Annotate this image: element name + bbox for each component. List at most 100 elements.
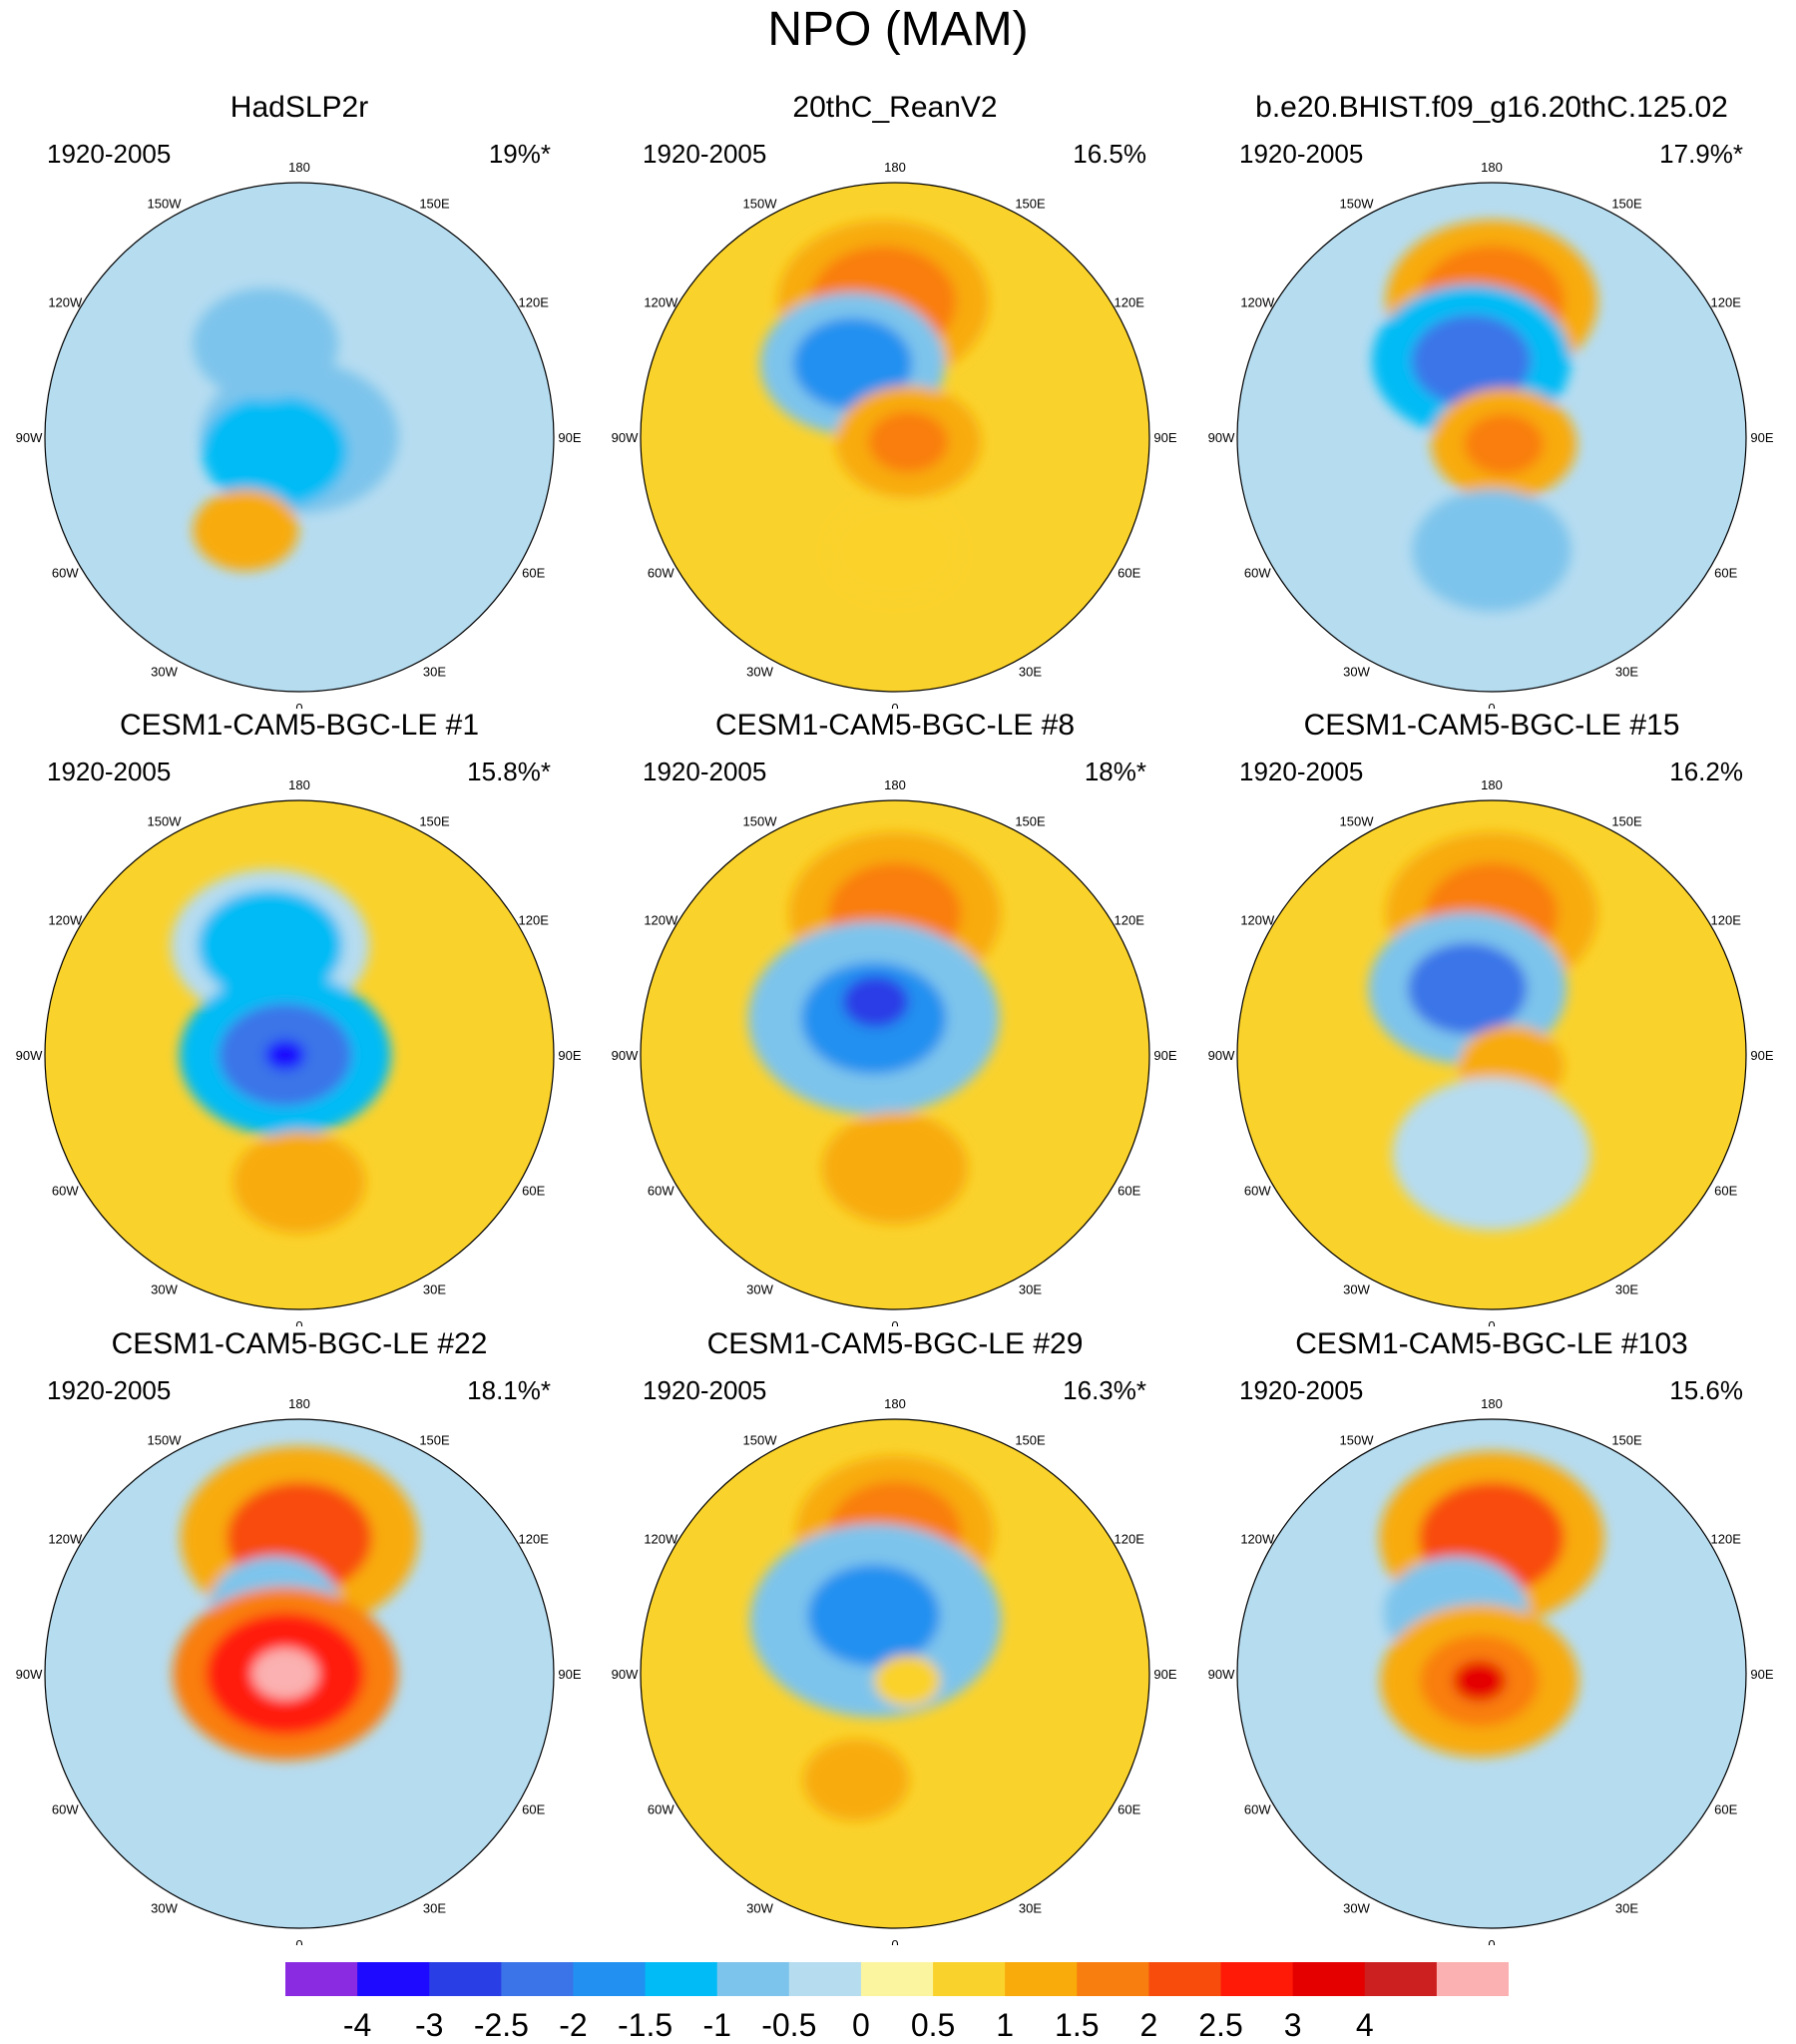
longitude-label: 30W — [746, 1901, 773, 1916]
longitude-label: 60W — [648, 1802, 674, 1817]
longitude-label: 180 — [1481, 777, 1503, 792]
longitude-label: 30W — [151, 665, 178, 680]
longitude-label: 60E — [522, 1184, 545, 1199]
longitude-label: 60E — [522, 1802, 545, 1817]
longitude-label: 120W — [1240, 295, 1275, 310]
longitude-label: 90W — [1208, 1048, 1235, 1063]
longitude-label: 120W — [48, 295, 83, 310]
longitude-label: 150W — [743, 813, 778, 828]
map-boundary — [44, 1418, 555, 1929]
panel-variance: 19%* — [488, 139, 551, 169]
longitude-label: 120E — [1711, 295, 1742, 310]
colorbar-tick-label: -1.5 — [618, 2007, 673, 2042]
longitude-label: 90E — [558, 1667, 581, 1682]
colorbar-swatch — [1005, 1962, 1078, 1996]
panel-variance: 15.8%* — [467, 757, 551, 786]
longitude-label: 150E — [1015, 813, 1046, 828]
longitude-label: 90W — [16, 430, 43, 445]
colorbar-swatch — [1220, 1962, 1294, 1996]
colorbar-swatch — [788, 1962, 862, 1996]
longitude-label: 150W — [1340, 196, 1375, 211]
longitude-label: 60E — [522, 566, 545, 581]
longitude-label: 150W — [148, 1432, 183, 1447]
panel-period: 1920-2005 — [643, 757, 767, 786]
longitude-label: 90W — [1208, 1667, 1235, 1682]
longitude-label: 120W — [1240, 1532, 1275, 1547]
longitude-label: 150E — [419, 196, 450, 211]
anomaly-contour — [822, 1112, 968, 1225]
panel-period: 1920-2005 — [1239, 757, 1364, 786]
anomaly-contour — [1453, 1660, 1507, 1702]
panel-variance: 18.1%* — [467, 1375, 551, 1405]
colorbar-tick-label: -0.5 — [761, 2007, 816, 2042]
colorbar-swatch — [1148, 1962, 1222, 1996]
longitude-label: 120E — [1711, 1532, 1742, 1547]
longitude-label: 0 — [1488, 1318, 1495, 1326]
longitude-label: 30E — [1615, 665, 1638, 680]
longitude-label: 180 — [1481, 1396, 1503, 1411]
longitude-label: 180 — [288, 160, 310, 175]
colorbar-swatch — [285, 1962, 358, 1996]
polar-map: 180 150E 120E 90E 60E 30E 0 30W 60W 90W 120W 150W — [16, 160, 582, 709]
longitude-label: 150E — [1015, 1432, 1046, 1447]
colorbar-tick-label: 1 — [996, 2007, 1014, 2042]
colorbar-tick-label: 4 — [1356, 2007, 1374, 2042]
figure-title: NPO (MAM) — [767, 3, 1029, 56]
anomaly-contour — [1411, 314, 1532, 407]
longitude-label: 0 — [891, 701, 898, 709]
polar-map: 180 150E 120E 90E 60E 30E 0 30W 60W 90W 120W 150W — [1208, 777, 1774, 1326]
anomaly-contour — [1412, 489, 1572, 612]
longitude-label: 90E — [1153, 1048, 1176, 1063]
colorbar-tick-label: 0 — [852, 2007, 870, 2042]
longitude-label: 120E — [519, 1532, 550, 1547]
panel-title: CESM1-CAM5-BGC-LE #1 — [119, 709, 480, 742]
longitude-label: 0 — [295, 701, 302, 709]
polar-map: 180 150E 120E 90E 60E 30E 0 30W 60W 90W 120W 150W — [612, 777, 1177, 1326]
map-panel: 180 150E 120E 90E 60E 30E 0 30W 60W 90W 120W 150W CE… — [596, 708, 1194, 1326]
anomaly-contour — [264, 1039, 305, 1071]
longitude-label: 180 — [884, 1396, 906, 1411]
panel-variance: 17.9%* — [1659, 139, 1743, 169]
anomaly-contour — [193, 287, 338, 400]
longitude-label: 60W — [1244, 566, 1271, 581]
colorbar-swatch — [645, 1962, 718, 1996]
polar-map: 180 150E 120E 90E 60E 30E 0 30W 60W 90W 120W 150W — [16, 1396, 582, 1945]
longitude-label: 30W — [746, 1282, 773, 1297]
anomaly-contour — [807, 1564, 940, 1667]
anomaly-contour — [197, 889, 343, 1002]
longitude-label: 150E — [1611, 196, 1642, 211]
longitude-label: 90W — [16, 1048, 43, 1063]
longitude-label: 30W — [1343, 1282, 1370, 1297]
anomaly-contour — [232, 1131, 366, 1234]
anomaly-contour — [251, 1648, 318, 1700]
polar-map: 180 150E 120E 90E 60E 30E 0 30W 60W 90W 120W 150W — [612, 160, 1177, 709]
longitude-label: 120W — [48, 1532, 83, 1547]
polar-map: 180 150E 120E 90E 60E 30E 0 30W 60W 90W 120W 150W — [16, 777, 582, 1326]
longitude-label: 90E — [558, 430, 581, 445]
panel-period: 1920-2005 — [643, 139, 767, 169]
colorbar-swatch — [573, 1962, 647, 1996]
colorbar-tick-label: 2 — [1140, 2007, 1158, 2042]
longitude-label: 60W — [1244, 1802, 1271, 1817]
longitude-label: 60W — [52, 566, 79, 581]
longitude-label: 60W — [648, 566, 674, 581]
map-panel: 180 150E 120E 90E 60E 30E 0 30W 60W 90W 120W 150W CE… — [1192, 1326, 1791, 1945]
longitude-label: 60W — [1244, 1184, 1271, 1199]
longitude-label: 120W — [1240, 913, 1275, 928]
colorbar-swatch — [1077, 1962, 1149, 1996]
longitude-label: 30E — [1019, 1282, 1042, 1297]
anomaly-contour — [1464, 413, 1545, 475]
longitude-label: 30E — [1019, 1901, 1042, 1916]
longitude-label: 60E — [1118, 1184, 1140, 1199]
map-panel: 180 150E 120E 90E 60E 30E 0 30W 60W 90W 120W 150W CE… — [596, 1326, 1194, 1945]
longitude-label: 30W — [746, 665, 773, 680]
colorbar-tick-label: -2.5 — [474, 2007, 529, 2042]
map-boundary — [640, 799, 1150, 1310]
longitude-label: 0 — [295, 1318, 302, 1326]
anomaly-contour — [1392, 1077, 1591, 1231]
longitude-label: 120E — [1115, 295, 1145, 310]
longitude-label: 180 — [884, 160, 906, 175]
longitude-label: 120E — [1115, 913, 1145, 928]
colorbar-swatch — [429, 1962, 502, 1996]
colorbar: -4 -3 -2.5 -2 -1.5 -1 -0.5 0 0.5 1 1.5 2 2.5 3 4 — [285, 1962, 1509, 2042]
